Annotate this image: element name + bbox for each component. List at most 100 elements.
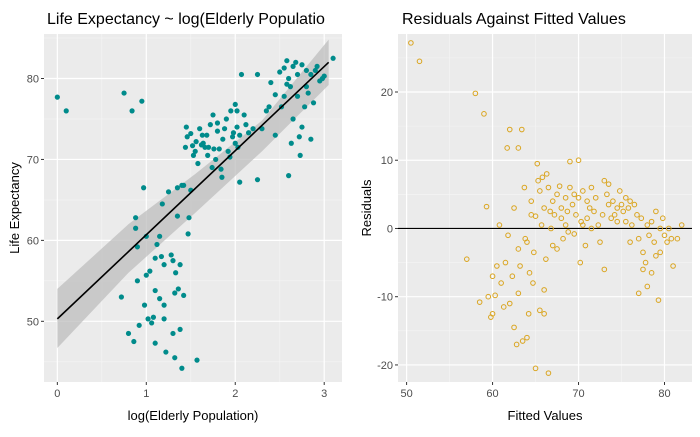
data-point-115 (293, 59, 299, 65)
data-point-100 (266, 104, 272, 110)
left-fit-line-group (56, 61, 330, 320)
residual-point-100 (616, 188, 623, 194)
residual-point-102 (620, 208, 627, 215)
residual-point-137 (524, 334, 530, 341)
y-tick-label-1-1: -10 (377, 292, 393, 304)
data-point-66 (205, 144, 212, 150)
y-tick-label-1-0: -20 (377, 360, 393, 372)
residual-point-69 (569, 201, 576, 208)
x-tick-label-0-0: 0 (54, 388, 60, 400)
residual-point-12 (496, 222, 503, 228)
residual-point-86 (592, 194, 599, 201)
residual-point-60 (558, 205, 565, 211)
data-point-91 (238, 71, 245, 78)
residual-point-45 (539, 174, 546, 181)
residual-point-27 (518, 126, 525, 133)
residual-point-10 (492, 292, 498, 299)
confidence-band (57, 39, 329, 349)
data-point-95 (250, 126, 256, 132)
residual-point-57 (554, 191, 560, 198)
data-point-45 (181, 292, 187, 299)
residual-point-119 (646, 232, 652, 239)
residual-point-54 (549, 242, 556, 249)
residual-point-87 (595, 222, 602, 228)
data-point-108 (284, 58, 290, 64)
right-panel-title: Residuals Against Fitted Values (402, 11, 626, 28)
data-point-90 (237, 179, 243, 185)
residual-point-115 (640, 266, 646, 273)
residual-point-28 (519, 338, 526, 344)
residual-point-70 (571, 231, 578, 237)
data-point-129 (314, 63, 320, 69)
data-point-6 (131, 338, 137, 345)
residual-point-125 (655, 297, 662, 303)
residual-point-138 (489, 273, 496, 280)
data-point-26 (159, 201, 165, 207)
data-point-52 (188, 130, 194, 137)
residual-point-32 (525, 310, 532, 317)
data-point-55 (192, 148, 198, 154)
data-point-99 (263, 108, 269, 114)
data-point-78 (221, 126, 228, 132)
residual-point-50 (545, 370, 552, 376)
data-point-46 (181, 182, 187, 188)
residual-point-129 (661, 232, 668, 239)
data-point-36 (172, 290, 178, 296)
residual-point-91 (601, 266, 608, 273)
data-point-30 (163, 349, 169, 355)
residual-point-19 (506, 300, 513, 307)
data-point-13 (141, 302, 148, 308)
right-tick-labels: 50 60 70 80 -20 -10 0 10 20 (377, 87, 671, 400)
residual-point-98 (614, 205, 621, 211)
y-tick-label-0-0: 50 (27, 316, 39, 328)
data-point-15 (143, 272, 149, 278)
residual-point-84 (588, 225, 595, 232)
data-point-74 (216, 146, 222, 152)
data-point-75 (218, 166, 224, 172)
residual-point-85 (591, 208, 597, 215)
data-point-96 (254, 71, 261, 78)
left-panel: Life Expectancy ~ log(Elderly Populatio … (7, 11, 342, 423)
data-point-0 (54, 94, 60, 100)
data-point-54 (190, 152, 197, 158)
residual-point-89 (599, 212, 606, 218)
residual-point-15 (502, 259, 509, 266)
residual-point-135 (678, 222, 685, 228)
residual-point-13 (498, 280, 504, 286)
data-point-120 (299, 124, 305, 130)
residual-point-43 (537, 188, 543, 194)
residual-point-29 (521, 184, 528, 191)
data-point-102 (272, 92, 278, 98)
residual-point-113 (638, 215, 645, 222)
data-point-19 (150, 314, 157, 320)
residual-point-96 (610, 198, 616, 204)
data-point-61 (199, 132, 205, 138)
residual-point-0 (408, 40, 414, 46)
data-point-124 (305, 90, 311, 96)
data-point-133 (330, 55, 336, 61)
x-tick-label-1-3: 80 (658, 388, 670, 400)
data-point-33 (170, 258, 176, 264)
residual-point-99 (614, 218, 621, 225)
data-point-58 (195, 160, 201, 167)
data-point-82 (228, 108, 234, 114)
residual-point-46 (541, 287, 547, 293)
data-point-11 (139, 98, 145, 104)
residual-point-51 (545, 184, 552, 191)
residual-point-40 (534, 160, 541, 167)
residual-point-21 (511, 324, 517, 331)
residual-point-103 (623, 194, 629, 201)
residual-point-80 (584, 198, 590, 204)
data-point-24 (157, 233, 163, 239)
data-point-65 (205, 152, 211, 158)
residual-point-79 (582, 242, 589, 249)
residual-point-33 (526, 270, 533, 276)
data-point-37 (173, 270, 179, 276)
data-point-84 (230, 130, 237, 136)
x-tick-label-1-0: 50 (400, 388, 412, 400)
residual-point-117 (644, 222, 651, 228)
data-point-67 (207, 122, 213, 128)
residual-point-130 (664, 239, 670, 245)
data-point-2 (118, 294, 124, 300)
residual-point-4 (476, 299, 483, 305)
